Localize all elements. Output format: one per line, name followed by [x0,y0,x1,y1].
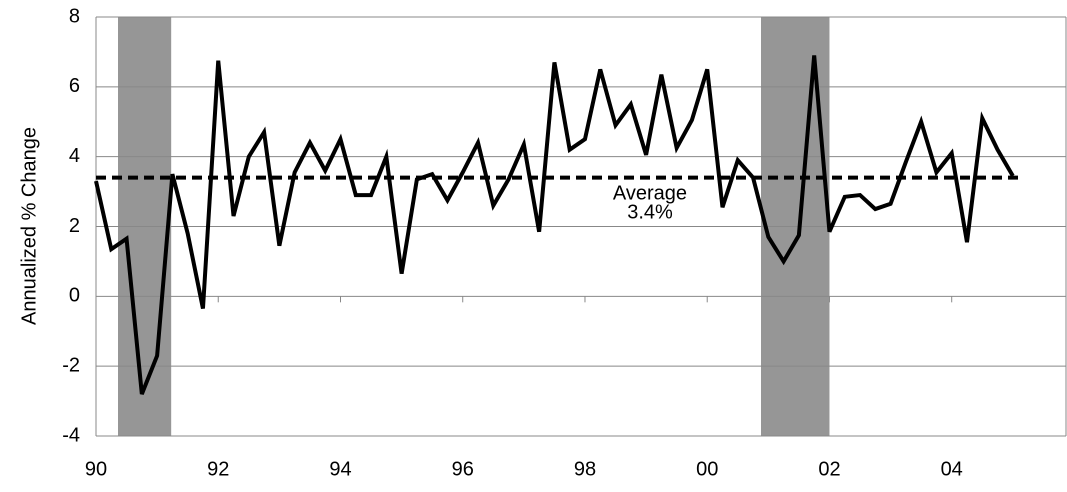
average-value-label: 3.4% [627,201,673,223]
x-tick-label: 00 [696,458,718,480]
line-series [94,55,1015,395]
y-tick-label: 2 [69,215,80,237]
y-tick-label: 6 [69,75,80,97]
x-tick-label: 04 [941,458,963,480]
x-tick-label: 90 [85,458,107,480]
y-tick-label: 8 [69,5,80,27]
x-tick-label: 94 [329,458,351,480]
average-label: Average [613,182,687,204]
y-tick-label: -2 [62,354,80,376]
y-tick-label: 4 [69,145,80,167]
x-tick-label: 98 [574,458,596,480]
y-axis-label: Annualized % Change [18,127,40,325]
y-tick-label: 0 [69,285,80,307]
x-tick-label: 92 [207,458,229,480]
y-tick-label: -4 [62,424,80,446]
x-tick-label: 96 [452,458,474,480]
x-tick-label: 02 [818,458,840,480]
